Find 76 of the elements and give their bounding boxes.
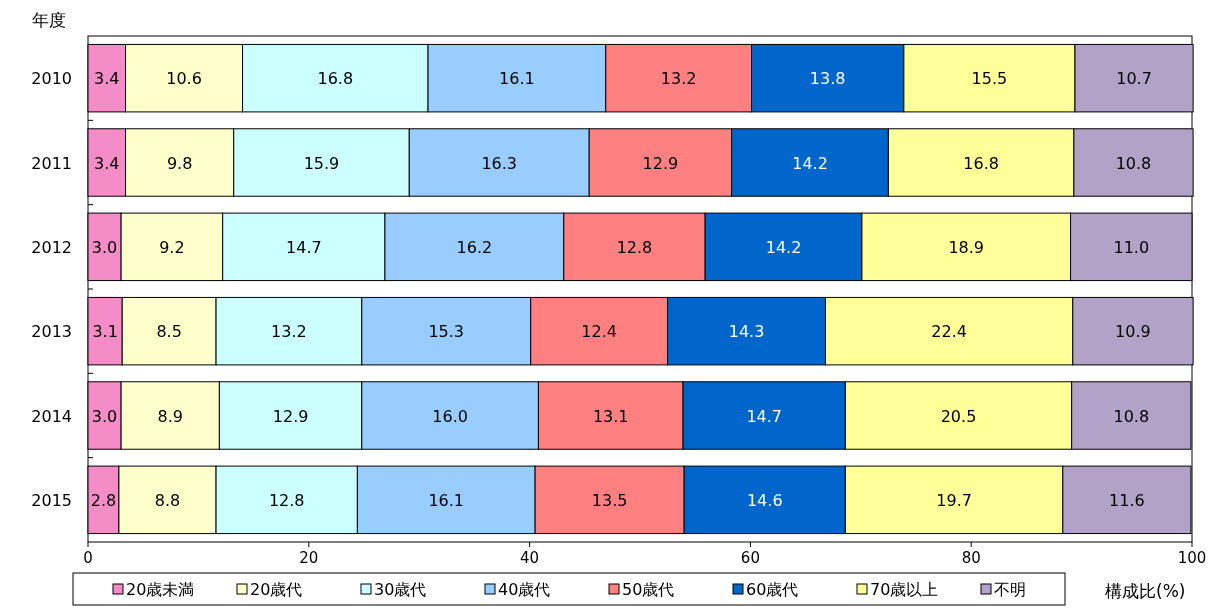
y-tick-label: 2012	[31, 237, 72, 257]
bar	[125, 128, 235, 197]
x-tick-label: 80	[961, 549, 981, 567]
legend-label: 70歳以上	[870, 580, 939, 599]
data-label: 13.2	[660, 69, 697, 89]
data-label: 12.8	[616, 237, 653, 257]
data-label: 16.8	[963, 153, 999, 173]
data-label: 13.2	[271, 322, 307, 342]
data-label: 10.7	[1116, 69, 1152, 89]
x-tick-label: 20	[299, 549, 319, 567]
data-label: 8.9	[157, 406, 183, 426]
data-label: 14.6	[746, 490, 783, 510]
data-label: 16.3	[481, 153, 518, 173]
data-label: 12.9	[642, 153, 679, 173]
legend-label: 20歳未満	[126, 580, 195, 599]
data-label: 14.7	[746, 406, 783, 426]
x-tick-label: 0	[83, 549, 93, 567]
legend-label: 20歳代	[250, 580, 303, 599]
data-label: 12.4	[581, 322, 617, 342]
data-label: 14.3	[728, 322, 765, 342]
data-label: 16.1	[428, 490, 465, 510]
data-label: 3.0	[91, 237, 118, 257]
data-label: 15.3	[428, 322, 465, 342]
data-label: 2.8	[90, 490, 117, 510]
data-label: 3.1	[92, 322, 118, 342]
data-label: 8.5	[156, 322, 182, 342]
data-label: 9.8	[166, 153, 193, 173]
bar	[118, 465, 217, 535]
data-label: 3.4	[94, 153, 120, 173]
data-label: 13.8	[809, 69, 846, 89]
legend-label: 不明	[994, 580, 1026, 599]
data-label: 20.5	[940, 406, 977, 426]
data-label: 19.7	[936, 490, 972, 510]
y-tick-label: 2015	[31, 490, 72, 510]
data-label: 13.1	[592, 406, 629, 426]
legend-label: 50歳代	[622, 580, 675, 599]
legend-label: 60歳代	[746, 580, 799, 599]
data-label: 22.4	[931, 322, 967, 342]
bar	[120, 381, 220, 450]
data-label: 16.1	[499, 69, 535, 89]
y-tick-label: 2013	[31, 322, 72, 342]
y-tick-label: 2014	[31, 406, 72, 426]
data-label: 10.8	[1113, 406, 1150, 426]
data-label: 11.0	[1113, 237, 1150, 257]
legend-label: 40歳代	[498, 580, 551, 599]
data-label: 18.9	[948, 237, 985, 257]
legend-label: 30歳代	[374, 580, 427, 599]
data-label: 13.5	[591, 490, 628, 510]
bar	[120, 212, 224, 282]
data-label: 8.8	[154, 490, 181, 510]
data-label: 10.9	[1115, 322, 1151, 342]
x-tick-label: 60	[740, 549, 760, 567]
data-label: 10.8	[1115, 153, 1152, 173]
data-label: 10.6	[166, 69, 202, 89]
y-tick-label: 2010	[31, 69, 72, 89]
data-label: 16.0	[432, 406, 468, 426]
data-label: 14.2	[765, 237, 802, 257]
x-tick-label: 100	[1177, 549, 1207, 567]
data-label: 15.9	[303, 153, 340, 173]
x-tick-label: 40	[520, 549, 540, 567]
data-label: 14.2	[792, 153, 828, 173]
bar	[121, 296, 217, 366]
data-label: 9.2	[159, 237, 185, 257]
data-label: 11.6	[1109, 490, 1145, 510]
data-label: 12.9	[272, 406, 309, 426]
x-axis-title: 構成比(%)	[1105, 581, 1186, 601]
data-label: 14.7	[286, 237, 322, 257]
y-tick-label: 2011	[31, 153, 72, 173]
data-label: 15.5	[971, 69, 1008, 89]
bar	[125, 43, 244, 113]
data-label: 16.8	[317, 69, 354, 89]
data-label: 16.2	[456, 237, 493, 257]
data-label: 3.4	[94, 69, 120, 89]
data-label: 12.8	[268, 490, 305, 510]
y-axis-title: 年度	[32, 10, 66, 30]
data-label: 3.0	[91, 406, 118, 426]
